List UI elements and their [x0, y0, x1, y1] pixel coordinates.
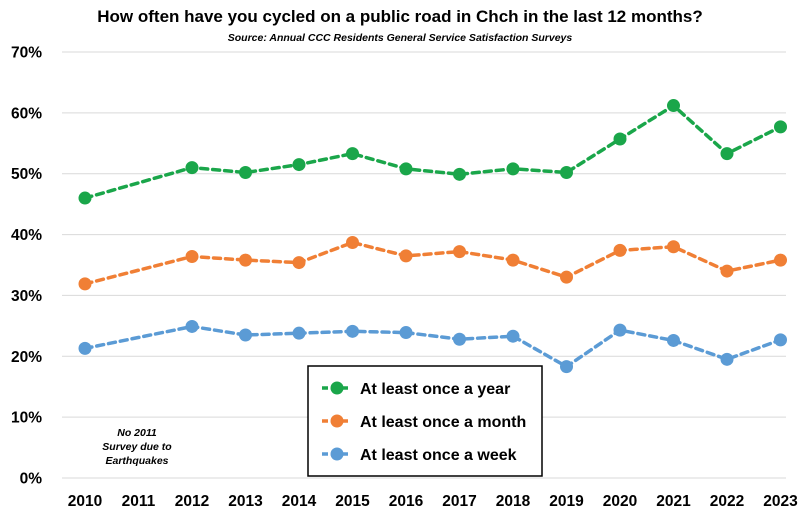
- data-point: [453, 167, 466, 181]
- x-tick-label: 2018: [496, 493, 531, 510]
- data-point: [292, 326, 306, 340]
- y-axis-ticks: 0% 10% 20% 30% 40% 50% 60% 70%: [11, 45, 42, 488]
- x-tick-label: 2010: [68, 493, 102, 510]
- data-point: [346, 147, 359, 161]
- data-point: [774, 333, 787, 347]
- data-point: [185, 161, 199, 175]
- x-tick-label: 2011: [122, 493, 156, 510]
- data-point: [453, 245, 466, 259]
- data-point: [185, 249, 199, 263]
- data-point: [720, 352, 734, 366]
- legend-label: At least once a month: [360, 414, 526, 431]
- data-point: [613, 243, 627, 257]
- data-point: [185, 319, 199, 333]
- data-point: [667, 333, 680, 347]
- x-tick-label: 2013: [228, 493, 263, 510]
- data-point: [720, 147, 734, 161]
- series-0: [78, 99, 787, 205]
- data-point: [774, 120, 787, 134]
- data-point: [613, 132, 627, 146]
- data-point: [667, 99, 680, 113]
- data-point: [239, 165, 252, 179]
- legend-marker: [330, 381, 344, 395]
- legend: At least once a year At least once a mont…: [307, 365, 543, 477]
- series-line: [83, 324, 783, 369]
- chart-title: How often have you cycled on a public ro…: [97, 7, 702, 26]
- data-point: [506, 162, 520, 176]
- data-point: [346, 235, 359, 249]
- data-point: [774, 253, 787, 267]
- annotation-line-1: No 2011: [117, 427, 157, 439]
- data-point: [613, 323, 627, 337]
- x-tick-label: 2012: [175, 493, 209, 510]
- data-point: [453, 332, 466, 346]
- y-tick-label: 60%: [11, 105, 42, 122]
- series-1: [78, 235, 787, 291]
- y-tick-label: 40%: [11, 227, 42, 244]
- x-tick-label: 2016: [389, 493, 424, 510]
- legend-label: At least once a year: [360, 381, 510, 398]
- x-tick-label: 2015: [335, 493, 370, 510]
- data-point: [506, 329, 520, 343]
- data-point: [560, 165, 573, 179]
- annotation-line-3: Earthquakes: [105, 455, 168, 467]
- legend-label: At least once a week: [360, 447, 517, 464]
- data-point: [78, 341, 92, 355]
- y-tick-label: 50%: [11, 166, 42, 183]
- series-2: [78, 319, 787, 374]
- x-tick-label: 2021: [656, 493, 691, 510]
- y-tick-label: 20%: [11, 349, 42, 366]
- data-point: [560, 270, 573, 284]
- data-point: [78, 277, 92, 291]
- annotation-line-2: Survey due to: [102, 441, 172, 453]
- x-tick-label: 2014: [282, 493, 317, 510]
- x-tick-label: 2017: [442, 493, 476, 510]
- data-point: [239, 253, 252, 267]
- legend-marker: [330, 447, 344, 461]
- data-point: [720, 264, 734, 278]
- data-point: [346, 324, 359, 338]
- data-point: [560, 360, 573, 374]
- y-tick-label: 30%: [11, 288, 42, 305]
- data-point: [399, 326, 413, 340]
- x-tick-label: 2022: [710, 493, 744, 510]
- data-point: [667, 240, 680, 254]
- data-point: [292, 158, 306, 172]
- data-point: [506, 253, 520, 267]
- data-point: [399, 249, 413, 263]
- gridlines: [62, 51, 786, 479]
- legend-marker: [330, 414, 344, 428]
- data-point: [78, 191, 92, 205]
- series-line: [83, 103, 783, 200]
- y-tick-label: 0%: [20, 471, 43, 488]
- series-lines: [78, 99, 787, 374]
- data-point: [292, 256, 306, 270]
- data-point: [399, 162, 413, 176]
- y-tick-label: 70%: [11, 45, 42, 62]
- x-tick-label: 2020: [603, 493, 637, 510]
- x-tick-label: 2023: [763, 493, 798, 510]
- x-tick-label: 2019: [549, 493, 584, 510]
- y-tick-label: 10%: [11, 410, 42, 427]
- chart-subtitle: Source: Annual CCC Residents General Ser…: [228, 32, 573, 44]
- data-point: [239, 328, 252, 342]
- no-survey-annotation: No 2011 Survey due to Earthquakes: [102, 427, 172, 467]
- x-axis-ticks: 2010 2011 2012 2013 2014 2015 2016 2017 2018 2019…: [68, 493, 798, 510]
